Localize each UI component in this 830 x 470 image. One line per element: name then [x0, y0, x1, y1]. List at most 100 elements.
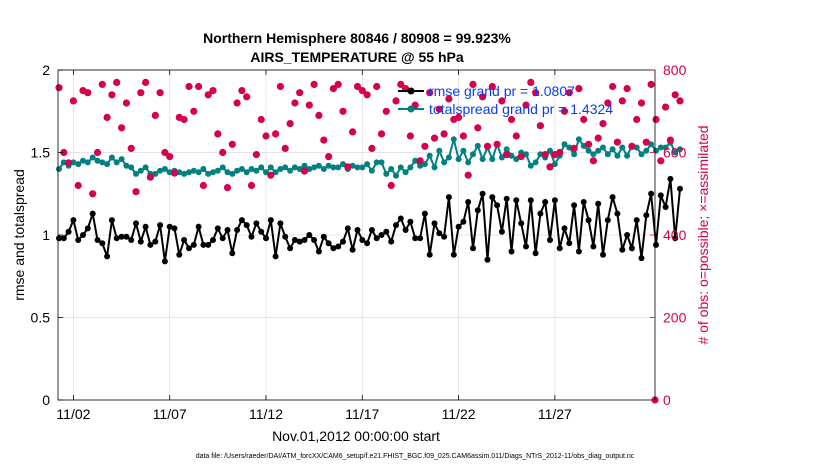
obs-point — [368, 144, 376, 152]
rmse-point — [484, 256, 491, 263]
rmse-point — [161, 258, 168, 265]
totalspread-point — [624, 152, 631, 159]
obs-point — [84, 89, 92, 97]
legend: rmse grand pr = 1.0807 totalspread grand… — [398, 83, 613, 117]
obs-point — [262, 132, 270, 140]
rmse-point — [349, 246, 356, 253]
obs-point — [219, 148, 227, 157]
rmse-point — [210, 237, 216, 243]
x-axis-label: Nov.01,2012 00:00:00 start — [272, 428, 440, 444]
rmse-point — [595, 200, 602, 207]
rmse-point — [672, 235, 679, 242]
totalspread-point — [161, 166, 168, 172]
totalspread-point — [614, 152, 621, 159]
rmse-point — [465, 199, 472, 205]
rmse-point — [89, 210, 96, 217]
obs-point — [296, 89, 304, 97]
rmse-point — [128, 237, 135, 243]
rmse-point — [94, 237, 101, 243]
rmse-point — [190, 241, 197, 248]
rmse-point — [508, 248, 515, 255]
obs-point — [108, 91, 116, 99]
rmse-point — [383, 228, 390, 235]
obs-point — [546, 163, 554, 171]
totalspread-point — [186, 169, 192, 176]
totalspread-point — [200, 166, 207, 172]
rmse-point — [604, 217, 611, 224]
obs-point — [180, 115, 188, 124]
totalspread-point — [455, 156, 462, 163]
totalspread-point — [133, 170, 139, 177]
obs-point — [69, 97, 77, 105]
obs-point — [440, 130, 448, 138]
obs-point — [474, 124, 482, 132]
obs-point — [589, 157, 598, 165]
totalspread-point — [210, 169, 216, 176]
totalspread-point — [604, 151, 611, 158]
totalspread-point — [282, 164, 289, 171]
obs-point — [517, 153, 525, 161]
rmse-point — [653, 241, 659, 248]
obs-point — [209, 87, 217, 95]
obs-point — [329, 85, 337, 93]
obs-point — [353, 82, 362, 91]
rmse-point — [311, 237, 318, 243]
rmse-point — [234, 227, 241, 233]
chart-subtitle: AIRS_TEMPERATURE @ 55 hPa — [250, 49, 464, 65]
totalspread-point — [267, 164, 274, 171]
totalspread-point — [152, 170, 159, 177]
rmse-point — [590, 243, 597, 250]
totalspread-point — [595, 147, 602, 154]
y2-axis-label: # of obs: o=possible; ×=assimilated — [695, 125, 711, 344]
totalspread-point — [489, 156, 496, 163]
obs-point — [247, 181, 256, 190]
obs-point — [676, 97, 684, 105]
rmse-point — [633, 217, 640, 224]
obs-point — [223, 184, 232, 192]
rmse-point — [219, 235, 226, 242]
totalspread-point — [397, 164, 404, 171]
obs-point — [127, 144, 135, 152]
totalspread-point — [383, 170, 390, 177]
chart-title: Northern Hemisphere 80846 / 80908 = 99.9… — [203, 30, 511, 46]
rmse-point — [70, 217, 77, 224]
totalspread-point — [547, 147, 553, 154]
rmse-point — [450, 251, 457, 258]
totalspread-point — [354, 164, 361, 171]
obs-point — [60, 148, 68, 157]
totalspread-point — [94, 157, 101, 164]
rmse-point — [296, 238, 303, 245]
obs-point — [146, 173, 154, 181]
rmse-point — [335, 243, 342, 250]
obs-point — [228, 140, 236, 148]
rmse-line — [59, 178, 681, 262]
rmse-point — [537, 210, 544, 217]
x-tick-label: 11/02 — [56, 406, 90, 422]
totalspread-point — [609, 146, 616, 153]
obs-point — [315, 111, 323, 119]
obs-point — [565, 89, 573, 97]
rmse-point — [628, 245, 635, 252]
obs-point — [320, 136, 328, 144]
obs-point — [132, 188, 140, 196]
rmse-point — [662, 204, 669, 210]
rmse-point — [364, 240, 371, 247]
rmse-point — [108, 217, 115, 224]
rmse-point — [436, 230, 443, 237]
rmse-point — [277, 220, 284, 227]
rmse-point — [527, 197, 534, 204]
obs-point — [161, 148, 169, 157]
obs-point — [671, 91, 679, 99]
rmse-point — [542, 199, 549, 205]
rmse-point — [142, 223, 149, 230]
totalspread-point — [56, 166, 62, 172]
rmse-point — [60, 235, 67, 242]
rmse-point — [195, 223, 202, 230]
obs-point — [276, 82, 284, 91]
rmse-point — [441, 233, 448, 240]
obs-point — [406, 132, 414, 140]
totalspread-point — [253, 167, 260, 174]
totalspread-point — [450, 136, 457, 143]
obs-point — [382, 107, 390, 115]
obs-point — [310, 80, 318, 88]
